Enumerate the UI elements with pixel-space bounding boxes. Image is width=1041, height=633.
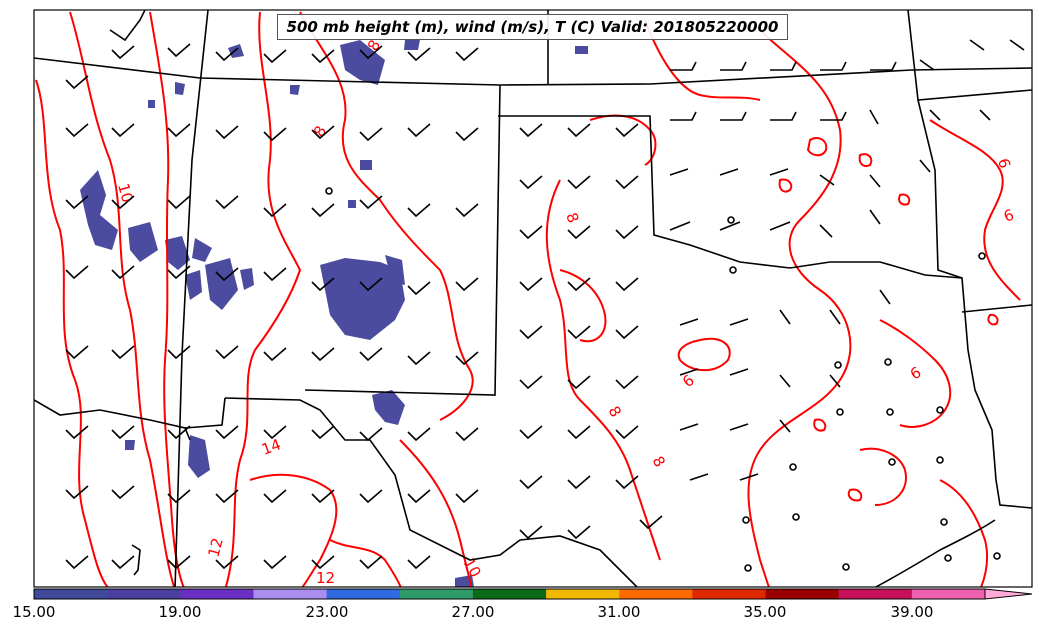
colorbar-tick-label: 39.00 (890, 603, 934, 621)
map-border (33, 9, 1033, 588)
colorbar-segment (838, 589, 913, 599)
contour-label: 12 (316, 569, 335, 587)
colorbar-segment (107, 589, 181, 599)
wind-barbs (65, 39, 1025, 570)
temperature-contours (35, 11, 1021, 587)
map-title: 500 mb height (m), wind (m/s), T (C) Val… (277, 14, 788, 40)
colorbar-segment (472, 589, 547, 599)
contour-label: 6 (907, 363, 924, 383)
colorbar-extend-arrow (984, 588, 1033, 600)
colorbar-tick-label: 19.00 (158, 603, 202, 621)
colorbar-outline (33, 588, 986, 600)
colorbar-tick-label: 35.00 (743, 603, 787, 621)
colorbar-segment (692, 589, 767, 599)
contour-label: 8 (649, 453, 669, 470)
wind-speed-shading (80, 40, 588, 587)
state-borders (34, 10, 1032, 587)
colorbar-segment (253, 589, 328, 599)
colorbar-tick-label: 23.00 (305, 603, 349, 621)
colorbar-segment (619, 589, 693, 599)
contour-label: 14 (259, 435, 283, 458)
colorbar-segment (546, 589, 620, 599)
colorbar-segment (765, 589, 840, 599)
colorbar-tick-label: 15.00 (12, 603, 56, 621)
contour-label: 6 (1001, 206, 1016, 226)
contour-label: 12 (204, 536, 226, 559)
colorbar-tick-label: 31.00 (597, 603, 641, 621)
colorbar-segment (399, 589, 474, 599)
colorbar-segment (180, 589, 254, 599)
contour-label: 8 (562, 210, 582, 225)
colorbar-segment (911, 589, 986, 599)
contour-label: 6 (994, 156, 1014, 170)
colorbar (34, 589, 986, 599)
colorbar-segment (34, 589, 108, 599)
contour-label: 8 (605, 403, 625, 420)
colorbar-tick-label: 27.00 (451, 603, 495, 621)
colorbar-segment (326, 589, 401, 599)
calm-wind-markers (325, 187, 1001, 572)
